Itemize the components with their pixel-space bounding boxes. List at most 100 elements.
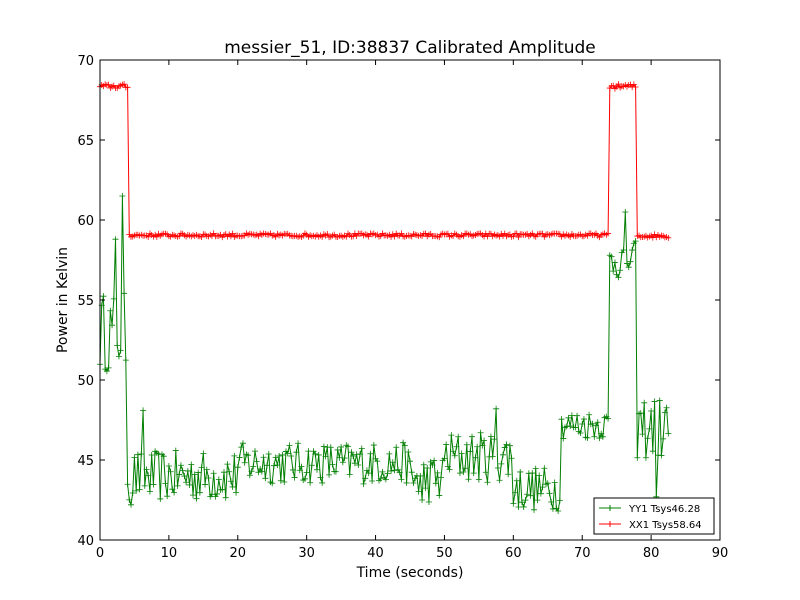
data-point [660, 435, 667, 442]
data-point [298, 463, 305, 470]
data-point [501, 444, 508, 451]
data-point [193, 495, 200, 502]
data-point [574, 412, 581, 419]
data-point [481, 437, 488, 444]
data-point [467, 448, 474, 455]
data-point [205, 474, 212, 481]
data-point [100, 293, 107, 300]
data-point [611, 259, 618, 266]
data-point [455, 433, 462, 440]
data-point [594, 419, 601, 426]
data-point [420, 461, 427, 468]
data-point [281, 478, 288, 485]
data-point [377, 475, 384, 482]
y-tick-label: 70 [77, 54, 94, 69]
data-point [605, 230, 612, 237]
data-point [658, 452, 665, 459]
data-point [424, 464, 431, 471]
data-point [479, 442, 486, 449]
data-point [258, 468, 265, 475]
data-point [191, 471, 198, 478]
data-point [591, 433, 598, 440]
data-point [529, 470, 536, 477]
data-point [334, 446, 341, 453]
data-point [119, 193, 126, 199]
data-point [463, 441, 470, 448]
data-point [649, 234, 656, 241]
data-point [403, 479, 410, 486]
data-point [248, 468, 255, 475]
data-point [286, 442, 293, 449]
data-point [179, 467, 186, 474]
data-point [138, 450, 145, 457]
data-point [264, 462, 271, 469]
data-point [498, 460, 505, 467]
data-point [198, 464, 205, 471]
data-point [434, 469, 441, 476]
data-point [443, 441, 450, 448]
data-point [496, 477, 503, 484]
data-point [324, 230, 331, 237]
data-point [157, 495, 164, 502]
data-point [329, 461, 336, 468]
data-point [105, 364, 112, 371]
data-point [165, 463, 172, 470]
series-layer [97, 81, 672, 514]
x-tick-label: 50 [436, 546, 453, 561]
data-point [124, 481, 131, 488]
data-point [315, 451, 322, 458]
data-point [322, 453, 329, 460]
data-point [233, 489, 240, 496]
data-point [295, 440, 302, 447]
data-point [121, 81, 128, 88]
data-point [105, 81, 112, 88]
data-point [260, 454, 267, 461]
data-point [253, 458, 260, 465]
data-point [579, 420, 586, 427]
data-point [522, 497, 529, 504]
data-point [541, 465, 548, 472]
data-point [336, 454, 343, 461]
data-point [622, 209, 629, 215]
data-point [246, 472, 253, 479]
data-point [343, 233, 350, 240]
data-point [475, 476, 482, 483]
data-point [327, 444, 334, 451]
data-point [203, 466, 210, 473]
data-point [241, 459, 248, 466]
data-point [567, 423, 574, 430]
data-point [124, 84, 131, 91]
data-point [357, 451, 364, 458]
data-point [610, 268, 617, 275]
data-point [374, 458, 381, 465]
data-point [546, 490, 553, 497]
data-point [641, 399, 648, 406]
x-tick-label: 90 [712, 546, 729, 561]
data-point [174, 482, 181, 489]
data-point [634, 454, 641, 461]
series-xx1 [97, 81, 672, 241]
data-point [365, 233, 372, 240]
data-point [458, 450, 465, 457]
data-point [112, 236, 119, 243]
data-point [188, 461, 195, 468]
data-point [665, 234, 672, 241]
data-point [150, 481, 157, 488]
data-point [133, 487, 140, 494]
data-point [429, 461, 436, 468]
data-point [532, 465, 539, 472]
x-tick-label: 80 [643, 546, 660, 561]
data-point [367, 450, 374, 457]
data-point [505, 471, 512, 478]
data-point [245, 452, 252, 459]
data-point [448, 432, 455, 439]
data-point [560, 435, 567, 442]
data-point [131, 454, 138, 461]
data-point [422, 485, 429, 492]
data-point [624, 260, 630, 267]
data-point [224, 461, 231, 468]
data-point [134, 451, 141, 458]
data-point [136, 486, 143, 493]
data-point [226, 468, 233, 475]
data-point [238, 444, 245, 451]
